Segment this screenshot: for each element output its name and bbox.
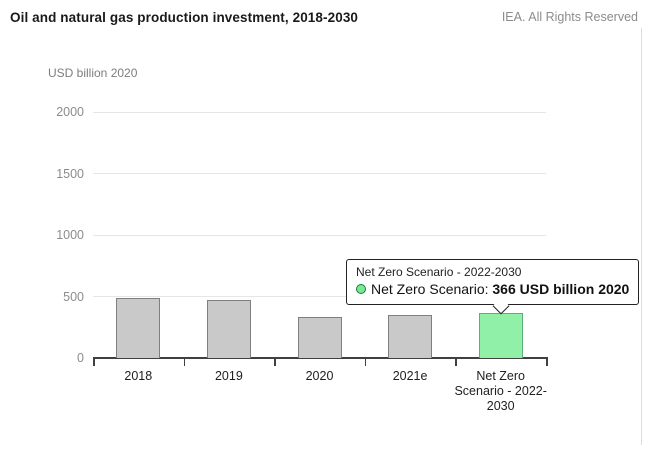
bar-2019[interactable]	[206, 300, 251, 358]
y-axis-tick-label: 0	[77, 351, 84, 365]
tooltip-value: 366 USD billion 2020	[492, 281, 630, 297]
x-axis-tick	[274, 357, 276, 366]
x-axis-line	[93, 357, 546, 359]
x-axis-tick	[364, 357, 367, 366]
x-axis-category-label: Net Zero Scenario - 2022-2030	[454, 369, 547, 413]
x-axis-category-label: 2019	[214, 369, 243, 383]
gridline	[93, 173, 546, 174]
bar-2020[interactable]	[297, 317, 342, 358]
x-axis-category-label: 2021e	[392, 369, 428, 383]
tooltip-title: Net Zero Scenario - 2022-2030	[356, 265, 522, 279]
y-axis-unit-label: USD billion 2020	[48, 66, 138, 80]
y-axis-tick-label: 1000	[56, 228, 84, 242]
gridline	[93, 234, 546, 236]
x-axis-tick	[455, 357, 457, 366]
tooltip: Net Zero Scenario - 2022-2030 Net Zero S…	[346, 259, 640, 314]
x-axis-tick	[546, 357, 548, 366]
chart-title: Oil and natural gas production investmen…	[10, 10, 359, 25]
tooltip-pointer	[492, 297, 510, 314]
tooltip-series-row: Net Zero Scenario: 366 USD billion 2020	[356, 280, 629, 298]
y-axis-tick-label: 500	[63, 289, 84, 304]
copyright-text: IEA. All Rights Reserved	[501, 10, 638, 24]
x-axis-category-label: 2020	[305, 369, 334, 383]
tooltip-series-label: Net Zero Scenario: 366 USD billion 2020	[371, 281, 630, 297]
bar-2021e[interactable]	[388, 315, 433, 358]
x-axis-tick	[183, 357, 186, 366]
frame-edge-divider	[641, 28, 642, 445]
y-axis-tick-label: 1500	[56, 166, 84, 181]
series-marker-icon	[356, 284, 366, 294]
x-axis-category-label: 2018	[124, 369, 153, 383]
gridline	[93, 111, 546, 113]
y-axis-tick-label: 2000	[56, 105, 84, 119]
bar-net-zero-scenario-2022-2030[interactable]	[478, 313, 523, 358]
bar-2018[interactable]	[116, 298, 161, 358]
gridline	[93, 296, 546, 297]
x-axis-tick	[93, 357, 95, 366]
